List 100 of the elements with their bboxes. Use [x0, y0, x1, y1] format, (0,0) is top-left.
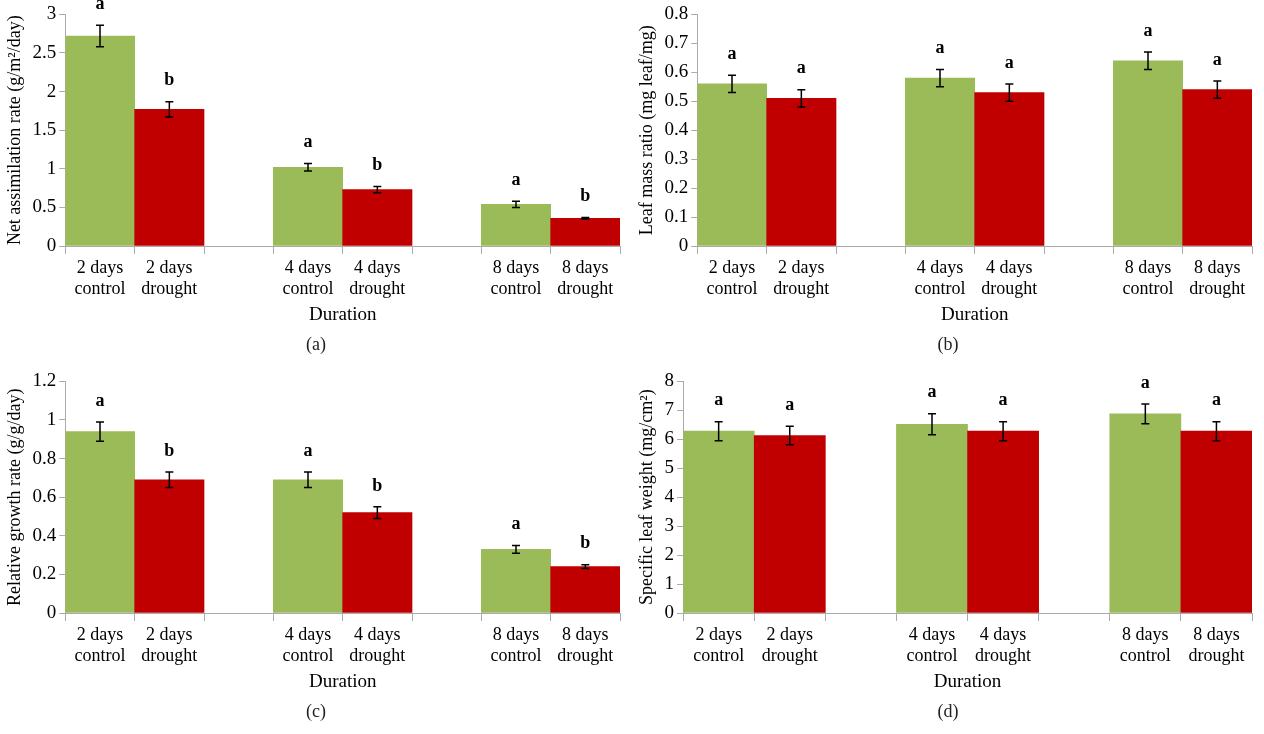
x-tick-label: 8 days control — [490, 256, 542, 299]
bar — [697, 83, 768, 246]
y-tick-label: 1 — [664, 572, 675, 594]
bar — [683, 430, 755, 613]
annotation: a — [303, 131, 313, 152]
y-tick-label: 0.2 — [32, 562, 57, 584]
y-tick-label: 0.6 — [664, 60, 689, 82]
x-tick-label: 8 days drought — [1189, 256, 1246, 299]
bar — [550, 217, 620, 246]
annotation: a — [1212, 48, 1222, 69]
y-tick-label: 5 — [664, 456, 675, 478]
annotation: a — [1140, 371, 1150, 392]
y-tick-label: 0.8 — [664, 2, 689, 24]
x-tick-label: 4 days drought — [349, 256, 406, 299]
annotation: a — [303, 439, 313, 460]
annotation: b — [164, 69, 175, 90]
y-tick-label: 0 — [678, 233, 689, 255]
y-axis-title: Leaf mass ratio (mg leaf/mg) — [635, 25, 657, 236]
bar — [481, 203, 551, 246]
bar — [65, 431, 136, 613]
annotation: b — [164, 439, 175, 460]
x-axis-title: Duration — [308, 302, 377, 324]
y-tick-label: 0.5 — [32, 195, 57, 217]
bar — [1180, 430, 1252, 613]
y-tick-label: 0.4 — [664, 118, 689, 140]
y-tick-label: 0.3 — [664, 147, 689, 169]
x-tick-label: 2 days drought — [141, 256, 198, 299]
y-tick-label: 0.8 — [32, 446, 57, 468]
text: (b) — [936, 334, 960, 355]
annotation: a — [727, 42, 737, 63]
x-tick-label: 8 days drought — [1188, 623, 1245, 666]
y-tick-label: 0.7 — [664, 31, 689, 53]
bar — [1113, 60, 1183, 246]
y-tick-label: 3 — [46, 2, 57, 24]
x-tick-label: 2 days control — [706, 256, 758, 299]
y-tick-label: 1.2 — [32, 369, 57, 391]
y-tick-label: 0.2 — [664, 176, 689, 198]
y-tick-label: 0.1 — [664, 205, 689, 227]
x-tick-label: 4 days drought — [975, 623, 1032, 666]
annotation: b — [580, 532, 591, 553]
bar — [896, 423, 968, 613]
x-tick-label: 2 days drought — [761, 623, 818, 666]
y-tick-label: 2 — [46, 79, 57, 101]
y-axis-title: Relative growth rate (g/g/day) — [3, 388, 25, 606]
x-tick-label: 8 days control — [1122, 256, 1174, 299]
annotation: a — [95, 0, 105, 13]
y-tick-label: 6 — [664, 427, 675, 449]
annotation: a — [1004, 51, 1014, 72]
x-tick-label: 8 days drought — [557, 623, 614, 666]
annotation: a — [1211, 389, 1221, 410]
x-tick-label: 4 days drought — [981, 256, 1038, 299]
bar — [273, 166, 344, 246]
y-tick-label: 1.5 — [32, 118, 57, 140]
bar — [134, 109, 205, 246]
annotation: b — [580, 185, 591, 206]
y-tick-label: 0 — [664, 600, 675, 622]
bar — [550, 566, 620, 613]
y-tick-label: 0 — [46, 233, 57, 255]
annotation: a — [714, 389, 724, 410]
annotation: a — [1143, 19, 1153, 40]
x-tick-label: 2 days control — [693, 623, 745, 666]
text: (c) — [305, 701, 327, 722]
x-tick-label: 2 days control — [74, 256, 126, 299]
annotation: a — [998, 389, 1008, 410]
x-tick-label: 4 days control — [906, 623, 958, 666]
y-axis-title: Specific leaf weight (mg/cm²) — [635, 389, 657, 606]
annotation: a — [927, 381, 937, 402]
bar — [65, 35, 136, 246]
x-tick-label: 4 days control — [914, 256, 966, 299]
bar — [967, 430, 1039, 613]
annotation: a — [796, 57, 806, 78]
bar — [1182, 89, 1252, 246]
annotation: a — [95, 389, 105, 410]
x-tick-label: 2 days drought — [141, 623, 198, 666]
x-tick-label: 2 days drought — [773, 256, 830, 299]
y-tick-label: 4 — [664, 485, 675, 507]
x-axis-title: Duration — [940, 302, 1009, 324]
y-axis-title: Net assimilation rate (g/m²/day) — [3, 15, 25, 246]
bar — [481, 548, 551, 613]
y-tick-label: 2 — [664, 543, 675, 565]
bar — [134, 479, 205, 613]
text: (d) — [936, 701, 960, 722]
x-axis-title: Duration — [308, 669, 377, 691]
y-tick-label: 0 — [46, 600, 57, 622]
x-tick-label: 4 days control — [282, 256, 334, 299]
x-tick-label: 8 days control — [490, 623, 542, 666]
x-tick-label: 4 days drought — [349, 623, 406, 666]
annotation: a — [511, 168, 521, 189]
y-tick-label: 0.5 — [664, 89, 689, 111]
bar — [1109, 413, 1182, 613]
annotation: b — [372, 154, 383, 175]
text: (a) — [305, 334, 327, 355]
x-axis-title: Duration — [933, 669, 1002, 691]
y-tick-label: 0.6 — [32, 485, 57, 507]
y-tick-label: 8 — [664, 369, 675, 391]
annotation: a — [511, 513, 521, 534]
y-tick-label: 1 — [46, 156, 57, 178]
bar — [974, 92, 1045, 246]
y-tick-label: 0.4 — [32, 523, 57, 545]
bar — [905, 77, 976, 246]
